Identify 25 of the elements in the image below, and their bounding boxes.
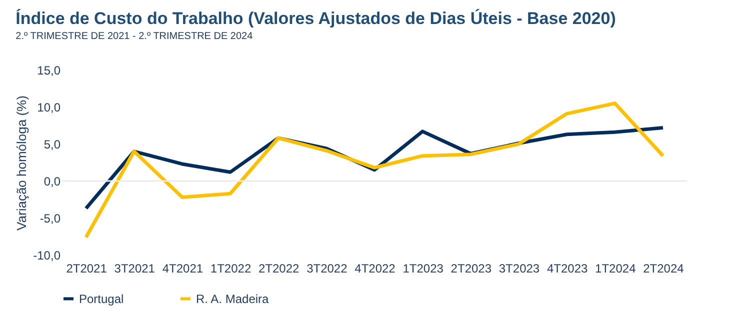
chart-subtitle: 2.º TRIMESTRE DE 2021 - 2.º TRIMESTRE DE 2024 — [16, 31, 254, 42]
y-tick-label: -10,0 — [33, 248, 61, 262]
y-tick-label: 5,0 — [44, 138, 61, 152]
x-tick-label: 4T2021 — [162, 262, 204, 276]
x-tick-label: 4T2022 — [354, 262, 396, 276]
y-tick-label: 0,0 — [44, 174, 61, 188]
x-tick-label: 2T2024 — [643, 262, 684, 276]
x-tick-label: 2T2022 — [258, 262, 300, 276]
x-tick-label: 2T2023 — [450, 262, 492, 276]
x-tick-label: 4T2023 — [546, 262, 588, 276]
y-axis-title: Variação homóloga (%) — [14, 96, 30, 230]
x-tick-label: 1T2022 — [210, 262, 252, 276]
x-tick-label: 3T2022 — [306, 262, 348, 276]
x-tick-label: 3T2023 — [498, 262, 540, 276]
chart-title: Índice de Custo do Trabalho (Valores Ajustados de Dias Úteis - Base 2020) — [16, 8, 616, 28]
x-tick-label: 1T2023 — [402, 262, 444, 276]
y-tick-label: 15,0 — [37, 64, 61, 78]
y-tick-label: -5,0 — [40, 212, 61, 226]
x-tick-label: 3T2021 — [114, 262, 156, 276]
legend-label: Portugal — [79, 292, 124, 306]
line-series — [84, 102, 665, 239]
legend-label: R. A. Madeira — [196, 292, 270, 306]
y-tick-label: 10,0 — [37, 100, 61, 114]
x-tick-label: 2T2021 — [66, 262, 108, 276]
x-tick-label: 1T2024 — [595, 262, 636, 276]
